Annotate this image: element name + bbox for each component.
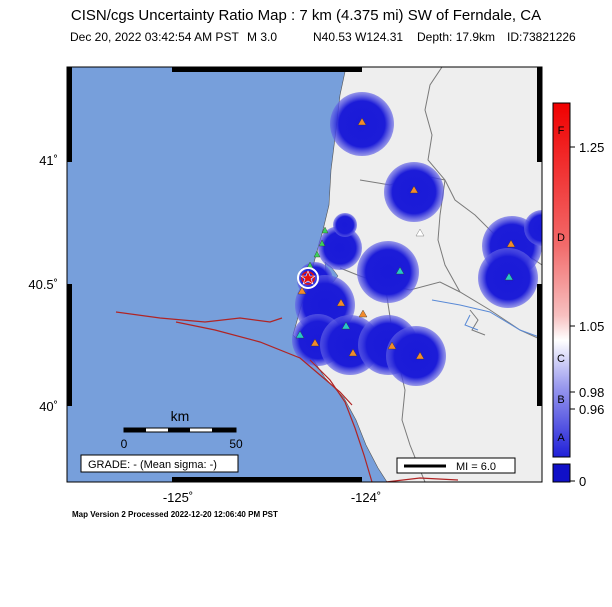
station-orange-triangle [357,117,367,126]
station-orange-triangle [387,341,397,350]
grade-letter-a: A [557,432,565,444]
mi-legend-label: MI = 6.0 [456,461,496,473]
map-area [67,67,542,482]
grade-letter-d: D [557,232,565,244]
station-orange-triangle [297,286,307,295]
grade-box [80,454,239,473]
station-cyan-triangle [504,272,514,281]
ratio-label-1-25: 1.25 [579,140,604,155]
station-orange-triangle [415,351,425,360]
station-orange-triangle [506,239,516,248]
rivers [431,299,542,339]
station-orange-triangle [409,185,419,194]
processed-footer: Map Version 2 Processed 2022-12-20 12:06… [72,510,278,519]
ratio-label-1-05: 1.05 [579,319,604,334]
lon-label-124: -124˚ [351,490,381,505]
grade-text: GRADE: - (Mean sigma: -) [88,459,217,471]
lat-label-41: 41˚ [39,153,58,168]
event-magnitude: M 3.0 [247,30,278,44]
stations [295,117,516,360]
epicenter-star-icon [297,267,319,289]
lat-label-40: 40˚ [39,399,58,414]
event-depth: Depth: 17.9km [417,30,496,44]
frame-ticks [67,67,542,482]
map-title: CISN/cgs Uncertainty Ratio Map : 7 km (4… [70,7,542,24]
mi-legend-box [396,457,516,474]
station-white-triangle [415,228,425,237]
station-green-triangle [321,226,329,234]
station-orange-triangle [348,348,358,357]
station-orange-triangle [336,298,346,307]
lon-label-125: -125˚ [163,490,193,505]
scale-unit: km [171,408,190,424]
station-cyan-triangle [395,266,405,275]
scale-max: 50 [229,437,243,451]
lat-label-40-5: 40.5˚ [28,277,58,292]
uncertainty-colorbar: F D C B A 1.25 1.05 0.98 0.96 0 [552,102,604,489]
station-cyan-triangle [295,330,305,339]
ratio-label-0-96: 0.96 [579,402,604,417]
station-orange-triangle [358,309,368,318]
grade-letter-b: B [557,394,564,406]
event-location: N40.53 W124.31 [313,30,404,44]
station-orange-triangle [310,338,320,347]
station-green-triangle [318,239,326,247]
scale-bar: km 0 50 [121,408,243,451]
station-cyan-triangle [341,321,351,330]
ratio-label-0-98: 0.98 [579,385,604,400]
grade-letter-c: C [557,353,565,365]
station-green-triangle [313,250,321,258]
scale-min: 0 [121,437,128,451]
grade-letter-f: F [558,125,565,137]
ratio-label-0: 0 [579,474,586,489]
fault-lines [115,311,459,482]
event-datetime: Dec 20, 2022 03:42:54 AM PST [70,30,239,44]
event-id: ID:73821226 [507,30,576,44]
